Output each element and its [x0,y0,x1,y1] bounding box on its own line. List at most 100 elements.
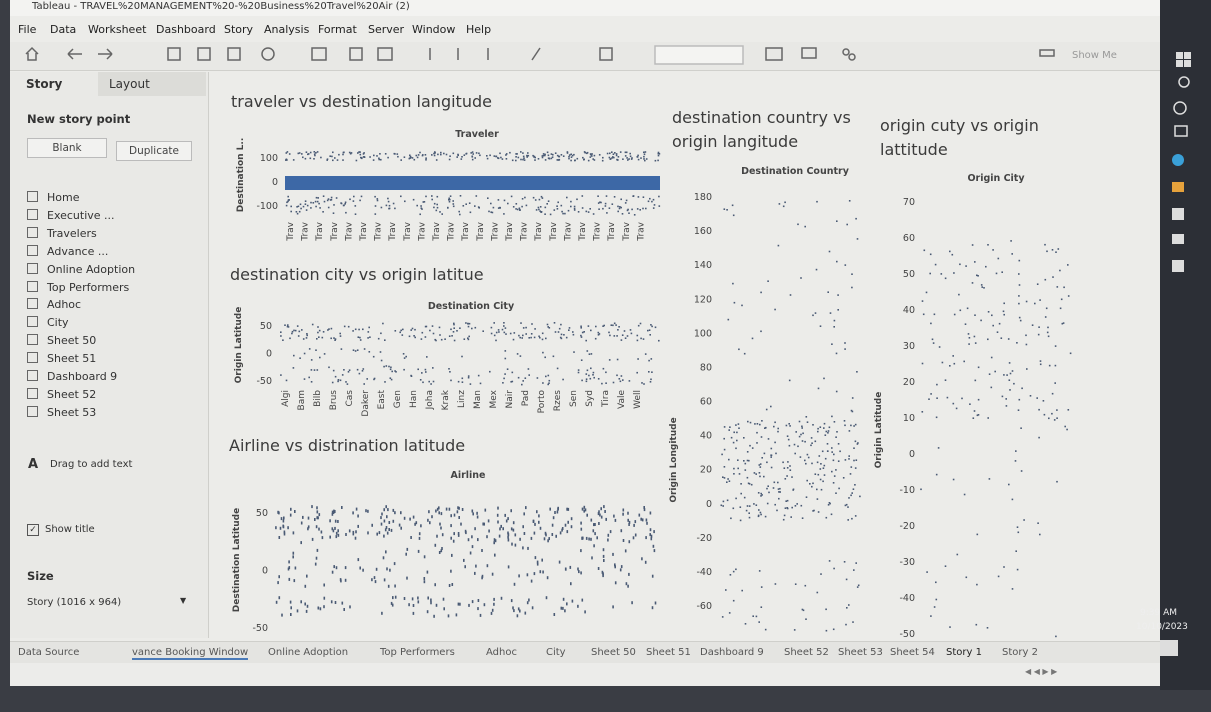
size-select[interactable]: Story (1016 x 964) [27,597,122,608]
show-title[interactable]: Show title [45,524,95,535]
mark-texture [333,565,335,569]
mark-texture [968,343,970,345]
mark-texture [550,157,553,160]
mark-texture [317,331,319,334]
mark-texture [430,598,432,602]
sheet-item[interactable]: Sheet 52 [27,388,96,401]
mark-texture [1011,370,1014,372]
y-axis-label: Origin Latitude [234,307,244,384]
menu-item[interactable]: Server [368,23,405,36]
mark-texture [279,526,282,530]
mark-texture [339,332,341,335]
y-tick-label: 40 [700,431,712,442]
mark-texture [331,512,334,516]
mark-texture [384,381,386,383]
pane-tab[interactable]: Layout [98,72,206,96]
sheet-tab[interactable]: Top Performers [380,647,455,658]
sheet-item[interactable]: Sheet 50 [27,334,96,347]
chart-title: destination city vs origin latitue [230,265,484,284]
menu-item[interactable]: Story [224,23,254,36]
mark-texture [300,521,303,525]
mark-texture [313,151,316,153]
mark-texture [828,502,831,504]
show-me[interactable]: Show Me [1072,50,1117,61]
sheet-tab[interactable]: Story 1 [946,647,982,658]
mark-texture [848,455,850,457]
mark-texture [938,346,941,348]
sheet-tab[interactable]: Sheet 51 [646,647,691,658]
mark-texture [836,220,838,222]
sheet-item[interactable]: Dashboard 9 [27,370,117,383]
y-tick-label: -60 [696,601,712,612]
blank-button[interactable]: Blank [27,138,107,158]
mark-texture [434,151,436,153]
mark-texture [794,583,797,585]
duplicate-button[interactable]: Duplicate [116,141,192,161]
menu-item[interactable]: Data [50,23,77,36]
mark-texture [642,207,644,210]
sheet-tab[interactable]: Sheet 53 [838,647,883,658]
sheet-tab[interactable]: Story 2 [1002,647,1038,658]
mark-texture [542,154,545,157]
tab-nav[interactable]: ◀ ◀ ▶ ▶ [1025,667,1058,676]
sheet-item[interactable]: Travelers [27,227,97,240]
mark-texture [534,522,536,526]
mark-texture [1016,342,1018,344]
mark-texture [358,328,360,331]
mark-texture [526,156,528,158]
mark-texture [827,450,829,452]
sheet-item[interactable]: Sheet 51 [27,352,96,365]
menu-item[interactable]: File [18,23,37,36]
menu-item[interactable]: Dashboard [156,23,216,36]
mark-texture [799,456,802,458]
sheet-tab[interactable]: Dashboard 9 [700,647,764,658]
sheet-tab[interactable]: Online Adoption [268,647,349,658]
mark-texture [1021,387,1023,390]
menu-item[interactable]: Worksheet [88,23,147,36]
sheet-item[interactable]: Advance ... [27,245,108,258]
mark-texture [457,532,460,535]
sheet-tab[interactable]: City [546,647,566,658]
mark-texture [319,607,322,611]
sheet-tab[interactable]: Sheet 52 [784,647,829,658]
sheet-item[interactable]: Top Performers [27,281,129,294]
mark-texture [737,459,739,461]
mark-texture [463,558,465,562]
sheet-tab[interactable]: vance Booking Window [132,647,249,660]
mark-texture [801,517,804,519]
sheet-tab[interactable]: Data Source [18,647,80,658]
sheet-item[interactable]: Executive ... [27,209,115,222]
mark-texture [833,319,836,322]
sheet-item[interactable]: Sheet 53 [27,406,96,419]
menu-item[interactable]: Help [466,23,492,36]
mark-texture [387,508,389,512]
menu-item[interactable]: Analysis [264,23,310,36]
sheet-item[interactable]: City [27,316,69,329]
pane-tab[interactable]: Story [10,72,112,96]
sheet-item[interactable]: Home [27,191,79,204]
mark-texture [409,155,412,158]
mark-texture [530,336,532,339]
mark-texture [341,374,344,376]
mark-texture [804,440,806,443]
sheet-tab[interactable]: Sheet 50 [591,647,636,658]
mark-texture [533,531,536,535]
mark-texture [766,502,769,505]
mark-texture [748,512,750,514]
mark-texture [977,414,980,416]
mark-texture [740,483,742,485]
sheet-tab[interactable]: Adhoc [486,647,517,658]
sheet-tab[interactable]: Sheet 54 [890,647,935,658]
sheet-item[interactable]: Adhoc [27,298,81,311]
checkbox[interactable]: ✓ [27,524,39,536]
mark-texture [400,195,402,198]
mark-texture [475,152,478,154]
mark-texture [468,335,470,338]
mark-texture [804,584,807,587]
mark-texture [354,213,357,215]
sheet-item[interactable]: Online Adoption [27,263,135,276]
chart-header: Destination City [428,301,515,312]
menu-item[interactable]: Format [318,23,357,36]
menu-item[interactable]: Window [412,23,456,36]
mark-texture [304,200,307,202]
